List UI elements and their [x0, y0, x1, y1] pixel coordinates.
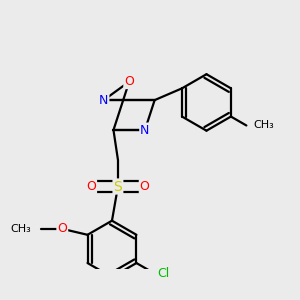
Text: O: O: [57, 222, 67, 236]
Text: N: N: [99, 94, 108, 106]
Text: S: S: [114, 179, 122, 194]
Text: O: O: [86, 180, 96, 193]
Text: CH₃: CH₃: [10, 224, 31, 234]
Text: O: O: [140, 180, 150, 193]
Text: O: O: [124, 75, 134, 88]
Text: Cl: Cl: [158, 267, 170, 280]
Text: N: N: [140, 124, 150, 136]
Text: CH₃: CH₃: [254, 121, 274, 130]
